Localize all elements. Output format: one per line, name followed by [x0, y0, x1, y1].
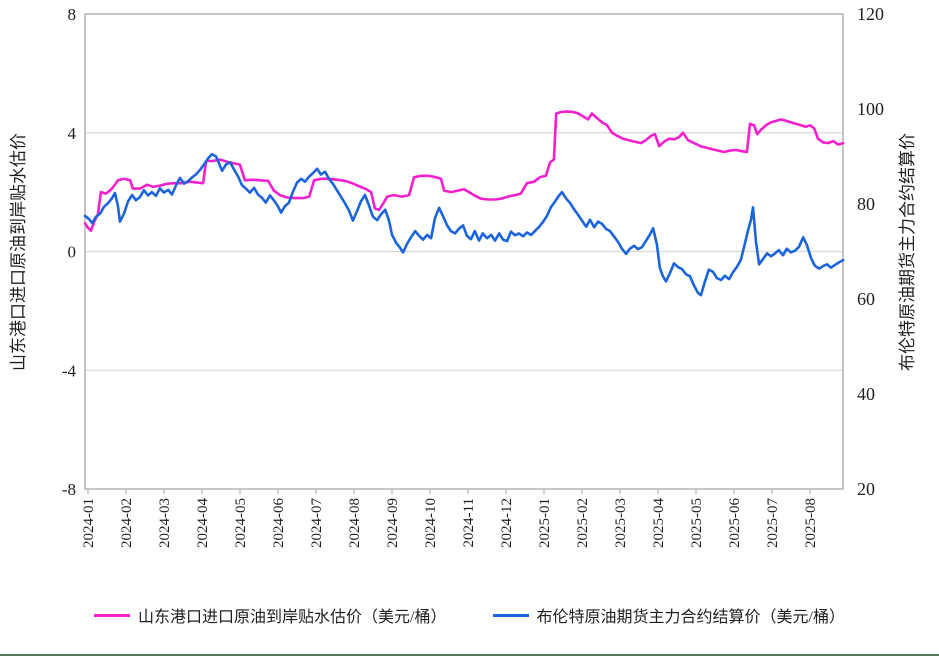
right-tick-label: 20 [857, 479, 875, 499]
legend-item-brent: 布伦特原油期货主力合约结算价（美元/桶） [492, 603, 845, 627]
x-tick-label: 2025-06 [727, 498, 743, 548]
legend-line-swatch [94, 613, 131, 617]
plot-border [84, 13, 844, 490]
x-tick-label: 2024-10 [423, 498, 439, 548]
x-tick-label: 2024-01 [81, 498, 97, 548]
right-tick-label: 40 [857, 384, 875, 404]
x-tick-label: 2025-01 [537, 498, 553, 548]
left-tick-label: -8 [62, 480, 76, 499]
bottom-divider-rule [0, 654, 939, 656]
legend-item-premium: 山东港口进口原油到岸贴水估价（美元/桶） [94, 603, 447, 627]
left-axis-title: 山东港口进口原油到岸贴水估价 [9, 133, 28, 371]
left-tick-label: -4 [62, 361, 77, 380]
legend-label: 山东港口进口原油到岸贴水估价（美元/桶） [138, 609, 447, 626]
legend-line-swatch [492, 613, 529, 617]
x-tick-label: 2024-08 [347, 498, 363, 548]
x-tick-label: 2024-02 [119, 498, 135, 548]
x-tick-label: 2024-06 [271, 498, 287, 548]
x-tick-label: 2024-04 [195, 498, 211, 548]
left-tick-label: 8 [68, 5, 77, 24]
x-tick-label: 2024-05 [233, 498, 249, 548]
x-tick-label: 2024-09 [385, 498, 401, 548]
left-tick-label: 0 [68, 243, 77, 262]
right-tick-label: 80 [857, 194, 875, 214]
right-tick-label: 120 [857, 4, 884, 24]
right-tick-label: 60 [857, 289, 875, 309]
legend-label: 布伦特原油期货主力合约结算价（美元/桶） [536, 609, 845, 626]
right-axis-title: 布伦特原油期货主力合约结算价 [898, 133, 917, 371]
x-tick-label: 2025-02 [575, 498, 591, 548]
x-tick-label: 2025-05 [689, 498, 705, 548]
right-tick-label: 100 [857, 99, 884, 119]
x-tick-label: 2025-08 [803, 498, 819, 548]
series-line-right [83, 152, 845, 297]
x-tick-label: 2024-11 [461, 498, 477, 547]
series-line-left [83, 110, 845, 232]
x-tick-label: 2024-12 [499, 498, 515, 548]
left-tick-label: 4 [68, 124, 77, 143]
x-tick-label: 2025-04 [651, 498, 667, 548]
x-tick-label: 2025-03 [613, 498, 629, 548]
x-tick-label: 2025-07 [765, 498, 781, 548]
x-tick-label: 2024-07 [309, 498, 325, 548]
chart-legend: 山东港口进口原油到岸贴水估价（美元/桶） 布伦特原油期货主力合约结算价（美元/桶） [0, 603, 939, 627]
x-tick-label: 2024-03 [157, 498, 173, 548]
